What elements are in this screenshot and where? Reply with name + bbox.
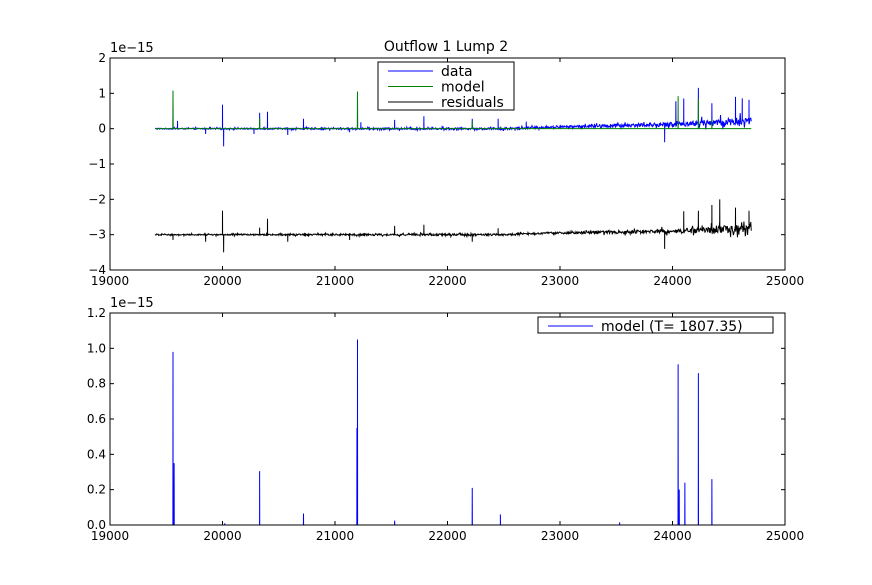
y-tick-label: 2 xyxy=(98,51,106,65)
y-tick-label: −4 xyxy=(88,263,106,277)
bottom-y-scale-label: 1e−15 xyxy=(110,296,154,311)
x-tick-label: 19000 xyxy=(91,529,129,543)
y-tick-label: −2 xyxy=(88,192,106,206)
x-tick-label: 20000 xyxy=(203,529,241,543)
y-tick-label: 0.0 xyxy=(87,518,106,532)
legend-label: model (T= 1807.35) xyxy=(601,319,743,335)
y-tick-label: 0.4 xyxy=(87,447,106,461)
y-tick-label: −3 xyxy=(88,228,106,242)
chart-title: Outflow 1 Lump 2 xyxy=(384,39,508,55)
x-tick-label: 24000 xyxy=(653,529,691,543)
x-tick-label: 22000 xyxy=(428,529,466,543)
legend-label: model xyxy=(441,80,485,96)
x-tick-label: 21000 xyxy=(316,529,354,543)
y-tick-label: 1.0 xyxy=(87,341,106,355)
bottom-x-axis: 19000 20000 21000 22000 23000 24000 25000 xyxy=(91,313,804,543)
y-tick-label: 0 xyxy=(98,122,106,136)
series-line-model xyxy=(155,90,752,130)
x-tick-label: 25000 xyxy=(766,529,804,543)
bottom-legend: model (T= 1807.35) xyxy=(537,316,774,335)
y-tick-label: 0.2 xyxy=(87,483,106,497)
top-x-axis: 19000 20000 21000 22000 23000 24000 25000 xyxy=(91,58,804,288)
x-tick-label: 23000 xyxy=(541,274,579,288)
bottom-plot-background xyxy=(110,313,785,525)
y-tick-label: 1.2 xyxy=(87,306,106,320)
top-y-axis: −4 −3 −2 −1 0 1 2 xyxy=(88,51,785,277)
legend-label: data xyxy=(441,64,473,80)
legend-box xyxy=(537,316,774,334)
top-subplot: Outflow 1 Lump 2 19000 20000 21000 22000 230… xyxy=(88,39,804,288)
bottom-subplot: 19000 20000 21000 22000 23000 24000 25000 0.00… xyxy=(87,296,804,543)
top-series-group xyxy=(154,87,752,253)
x-tick-label: 22000 xyxy=(428,274,466,288)
y-tick-label: 1 xyxy=(98,86,106,100)
x-tick-label: 24000 xyxy=(653,274,691,288)
x-tick-label: 25000 xyxy=(766,274,804,288)
top-y-scale-label: 1e−15 xyxy=(110,41,154,56)
legend-label: residuals xyxy=(441,95,504,111)
x-tick-label: 19000 xyxy=(91,274,129,288)
x-tick-label: 21000 xyxy=(316,274,354,288)
x-tick-label: 23000 xyxy=(541,529,579,543)
x-tick-label: 20000 xyxy=(203,274,241,288)
bottom-plot-area: 19000 20000 21000 22000 23000 24000 25000 0.00… xyxy=(87,306,804,543)
bottom-y-axis: 0.0 0.2 0.4 0.6 0.8 1.0 1.2 xyxy=(87,306,785,532)
y-tick-label: 0.8 xyxy=(87,377,106,391)
series-line-residuals xyxy=(154,199,752,253)
y-tick-label: 0.6 xyxy=(87,412,106,426)
y-tick-label: −1 xyxy=(88,157,106,171)
